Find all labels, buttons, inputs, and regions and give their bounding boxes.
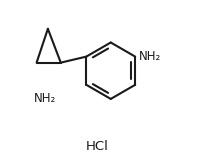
Text: NH₂: NH₂ [33, 92, 55, 105]
Text: HCl: HCl [85, 140, 108, 153]
Text: NH₂: NH₂ [139, 50, 161, 63]
